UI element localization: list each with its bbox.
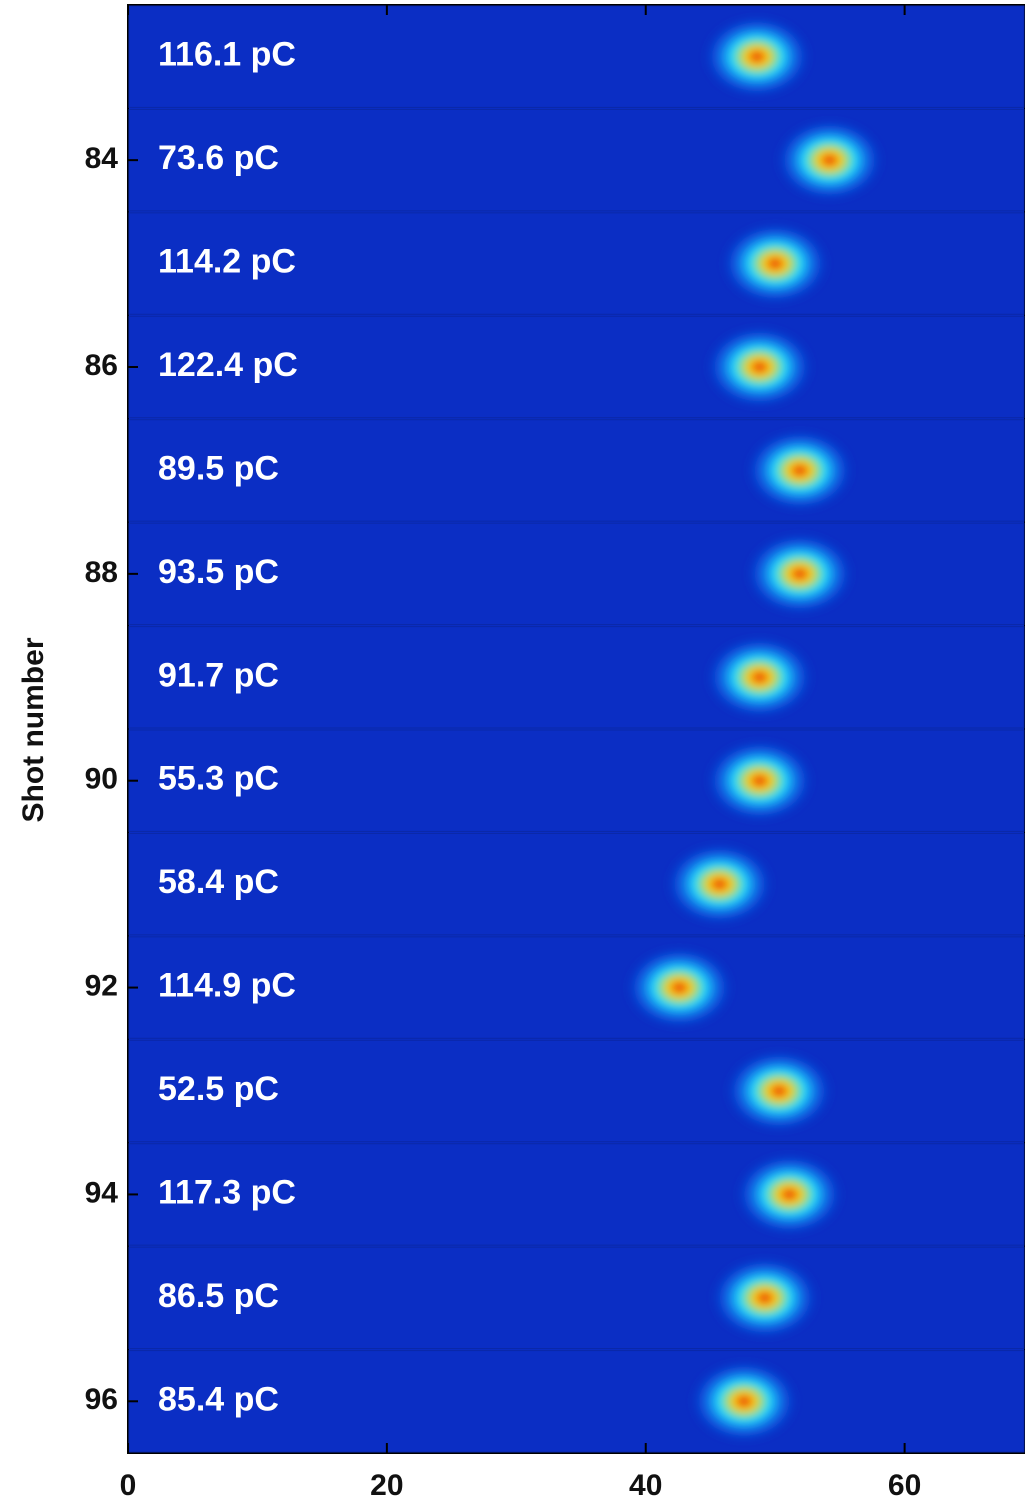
charge-label: 114.2 pC [158,243,296,281]
charge-label: 114.9 pC [158,967,296,1005]
beam-spot [689,1359,800,1444]
charge-label: 116.1 pC [158,36,296,74]
beam-spot [724,1049,835,1133]
beam-spot [709,1255,820,1340]
beam-spot [734,1152,845,1237]
x-tick-label: 60 [888,1469,921,1502]
charge-label: 93.5 pC [158,553,279,591]
beam-spot [744,428,855,513]
charge-label: 89.5 pC [158,449,279,487]
plot-area [127,4,1025,1454]
beam-spot [720,221,831,306]
beam-spot [664,842,775,927]
y-axis-label: Shot number [17,637,50,822]
y-tick-label: 94 [85,1176,119,1209]
y-tick-label: 88 [85,556,118,589]
y-tick-label: 90 [85,763,118,796]
beam-spot [744,531,855,616]
beam-spot [774,118,885,203]
image-strip [128,212,1025,315]
y-tick-label: 84 [85,142,119,175]
charge-label: 55.3 pC [158,760,279,798]
charge-label: 86.5 pC [158,1277,279,1315]
x-tick-label: 20 [370,1469,403,1502]
charge-label: 117.3 pC [158,1173,296,1211]
image-strip [128,626,1025,729]
image-strip [128,419,1025,522]
beam-spot [624,945,735,1030]
image-strip [128,832,1025,936]
charge-label: 85.4 pC [158,1380,279,1418]
charge-label: 52.5 pC [158,1070,279,1108]
charge-label: 73.6 pC [158,139,279,177]
beam-spot [704,325,815,409]
beam-spot [702,14,813,99]
y-tick-label: 92 [85,969,118,1002]
y-tick-label: 86 [85,349,118,382]
image-strip [128,5,1025,108]
charge-label: 122.4 pC [158,346,298,384]
beam-spot [704,635,815,720]
image-strip [128,1246,1025,1350]
image-strip [128,1039,1025,1143]
charge-label: 58.4 pC [158,863,279,901]
x-tick-label: 0 [120,1469,137,1502]
beam-spot [704,738,815,823]
y-tick-label: 96 [85,1383,118,1416]
charge-label: 91.7 pC [158,656,279,694]
x-tick-label: 40 [629,1469,662,1502]
